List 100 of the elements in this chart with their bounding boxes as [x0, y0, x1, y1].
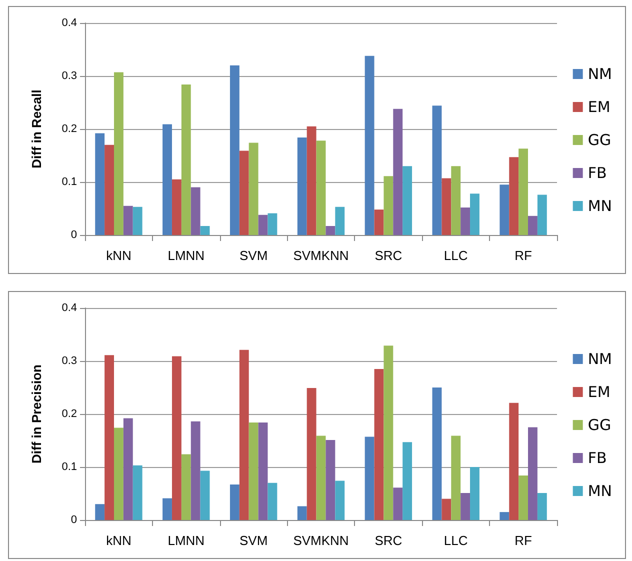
legend-label: EM: [588, 383, 610, 401]
x-tick-label: kNN: [106, 533, 132, 548]
bar: [162, 124, 172, 235]
bar: [258, 422, 268, 520]
bar: [190, 421, 200, 520]
legend-label: FB: [588, 449, 607, 467]
legend-label: GG: [588, 131, 612, 149]
bar: [200, 226, 210, 235]
legend-label: MN: [588, 482, 612, 500]
bar: [297, 506, 307, 520]
x-tick-label: SVMKNN: [293, 533, 349, 548]
bar: [239, 150, 249, 235]
bar: [306, 126, 316, 235]
y-tick-label: 0.3: [62, 70, 77, 82]
bar: [442, 498, 452, 520]
bar: [114, 72, 124, 235]
y-tick-label: 0.1: [62, 176, 77, 188]
x-tick-label: SVM: [239, 248, 268, 263]
bar: [123, 418, 133, 520]
bar: [181, 84, 191, 235]
x-tick-label: SRC: [374, 248, 402, 263]
legend-label: NM: [588, 65, 612, 83]
bar: [451, 166, 461, 235]
x-tick-label: LMNN: [168, 248, 205, 263]
bar: [509, 157, 519, 235]
bar: [104, 355, 114, 520]
x-tick-label: LMNN: [168, 533, 205, 548]
bar: [132, 465, 142, 520]
bar: [248, 422, 258, 520]
bar: [374, 368, 384, 520]
bar: [537, 194, 547, 235]
y-tick-label: 0: [70, 514, 77, 526]
bar: [442, 178, 452, 235]
legend-label: NM: [588, 350, 612, 368]
bar: [432, 106, 442, 235]
bar: [432, 388, 442, 520]
y-axis-title: Diff in Precision: [29, 364, 44, 464]
bar: [470, 467, 480, 520]
bar: [200, 470, 210, 520]
y-tick-label: 0.1: [62, 461, 77, 473]
legend-label: GG: [588, 416, 612, 434]
y-tick-label: 0.3: [62, 355, 77, 367]
x-tick-label: RF: [514, 533, 532, 548]
bar: [297, 137, 307, 235]
bar: [393, 108, 403, 235]
y-tick-label: 0: [70, 229, 77, 241]
y-tick-label: 0.2: [62, 408, 77, 420]
x-tick-label: LLC: [444, 533, 468, 548]
bar: [95, 133, 105, 235]
bar: [230, 65, 240, 235]
x-tick-label: SRC: [374, 533, 402, 548]
bar: [268, 213, 278, 235]
bar: [537, 492, 547, 520]
bar: [104, 144, 114, 235]
bar: [460, 492, 470, 520]
bar: [500, 512, 510, 520]
legend-label: MN: [588, 197, 612, 215]
bar: [500, 184, 510, 235]
bar: [268, 482, 278, 520]
bar: [384, 346, 394, 520]
y-tick-label: 0.2: [62, 123, 77, 135]
bar: [384, 176, 394, 235]
x-tick-label: LLC: [444, 248, 468, 263]
bar: [451, 436, 461, 520]
bar: [95, 504, 105, 520]
bar: [172, 356, 182, 520]
y-tick-label: 0.4: [62, 302, 77, 314]
bar: [162, 498, 172, 520]
x-tick-label: kNN: [106, 248, 132, 263]
bar: [306, 388, 316, 520]
bar: [172, 179, 182, 235]
legend-label: FB: [588, 164, 607, 182]
bar: [230, 484, 240, 520]
bar: [402, 442, 412, 520]
bar: [326, 440, 336, 520]
bar: [393, 488, 403, 520]
bar: [239, 350, 249, 520]
bar: [364, 56, 374, 235]
bar: [316, 140, 326, 235]
bar: [509, 402, 519, 520]
bar: [258, 214, 268, 235]
bar: [190, 187, 200, 235]
bar: [528, 216, 538, 235]
x-tick-label: RF: [514, 248, 532, 263]
bar: [335, 206, 345, 235]
bar: [132, 206, 142, 235]
bar: [374, 210, 384, 235]
bar: [335, 480, 345, 520]
bar: [123, 206, 133, 235]
bar: [364, 436, 374, 520]
bar: [114, 428, 124, 520]
bar: [181, 454, 191, 520]
bar: [402, 166, 412, 235]
legend-label: EM: [588, 98, 610, 116]
bar: [518, 475, 528, 520]
x-tick-label: SVM: [239, 533, 268, 548]
bar: [316, 436, 326, 520]
bar: [248, 142, 258, 235]
x-tick-label: SVMKNN: [293, 248, 349, 263]
bar: [518, 148, 528, 235]
